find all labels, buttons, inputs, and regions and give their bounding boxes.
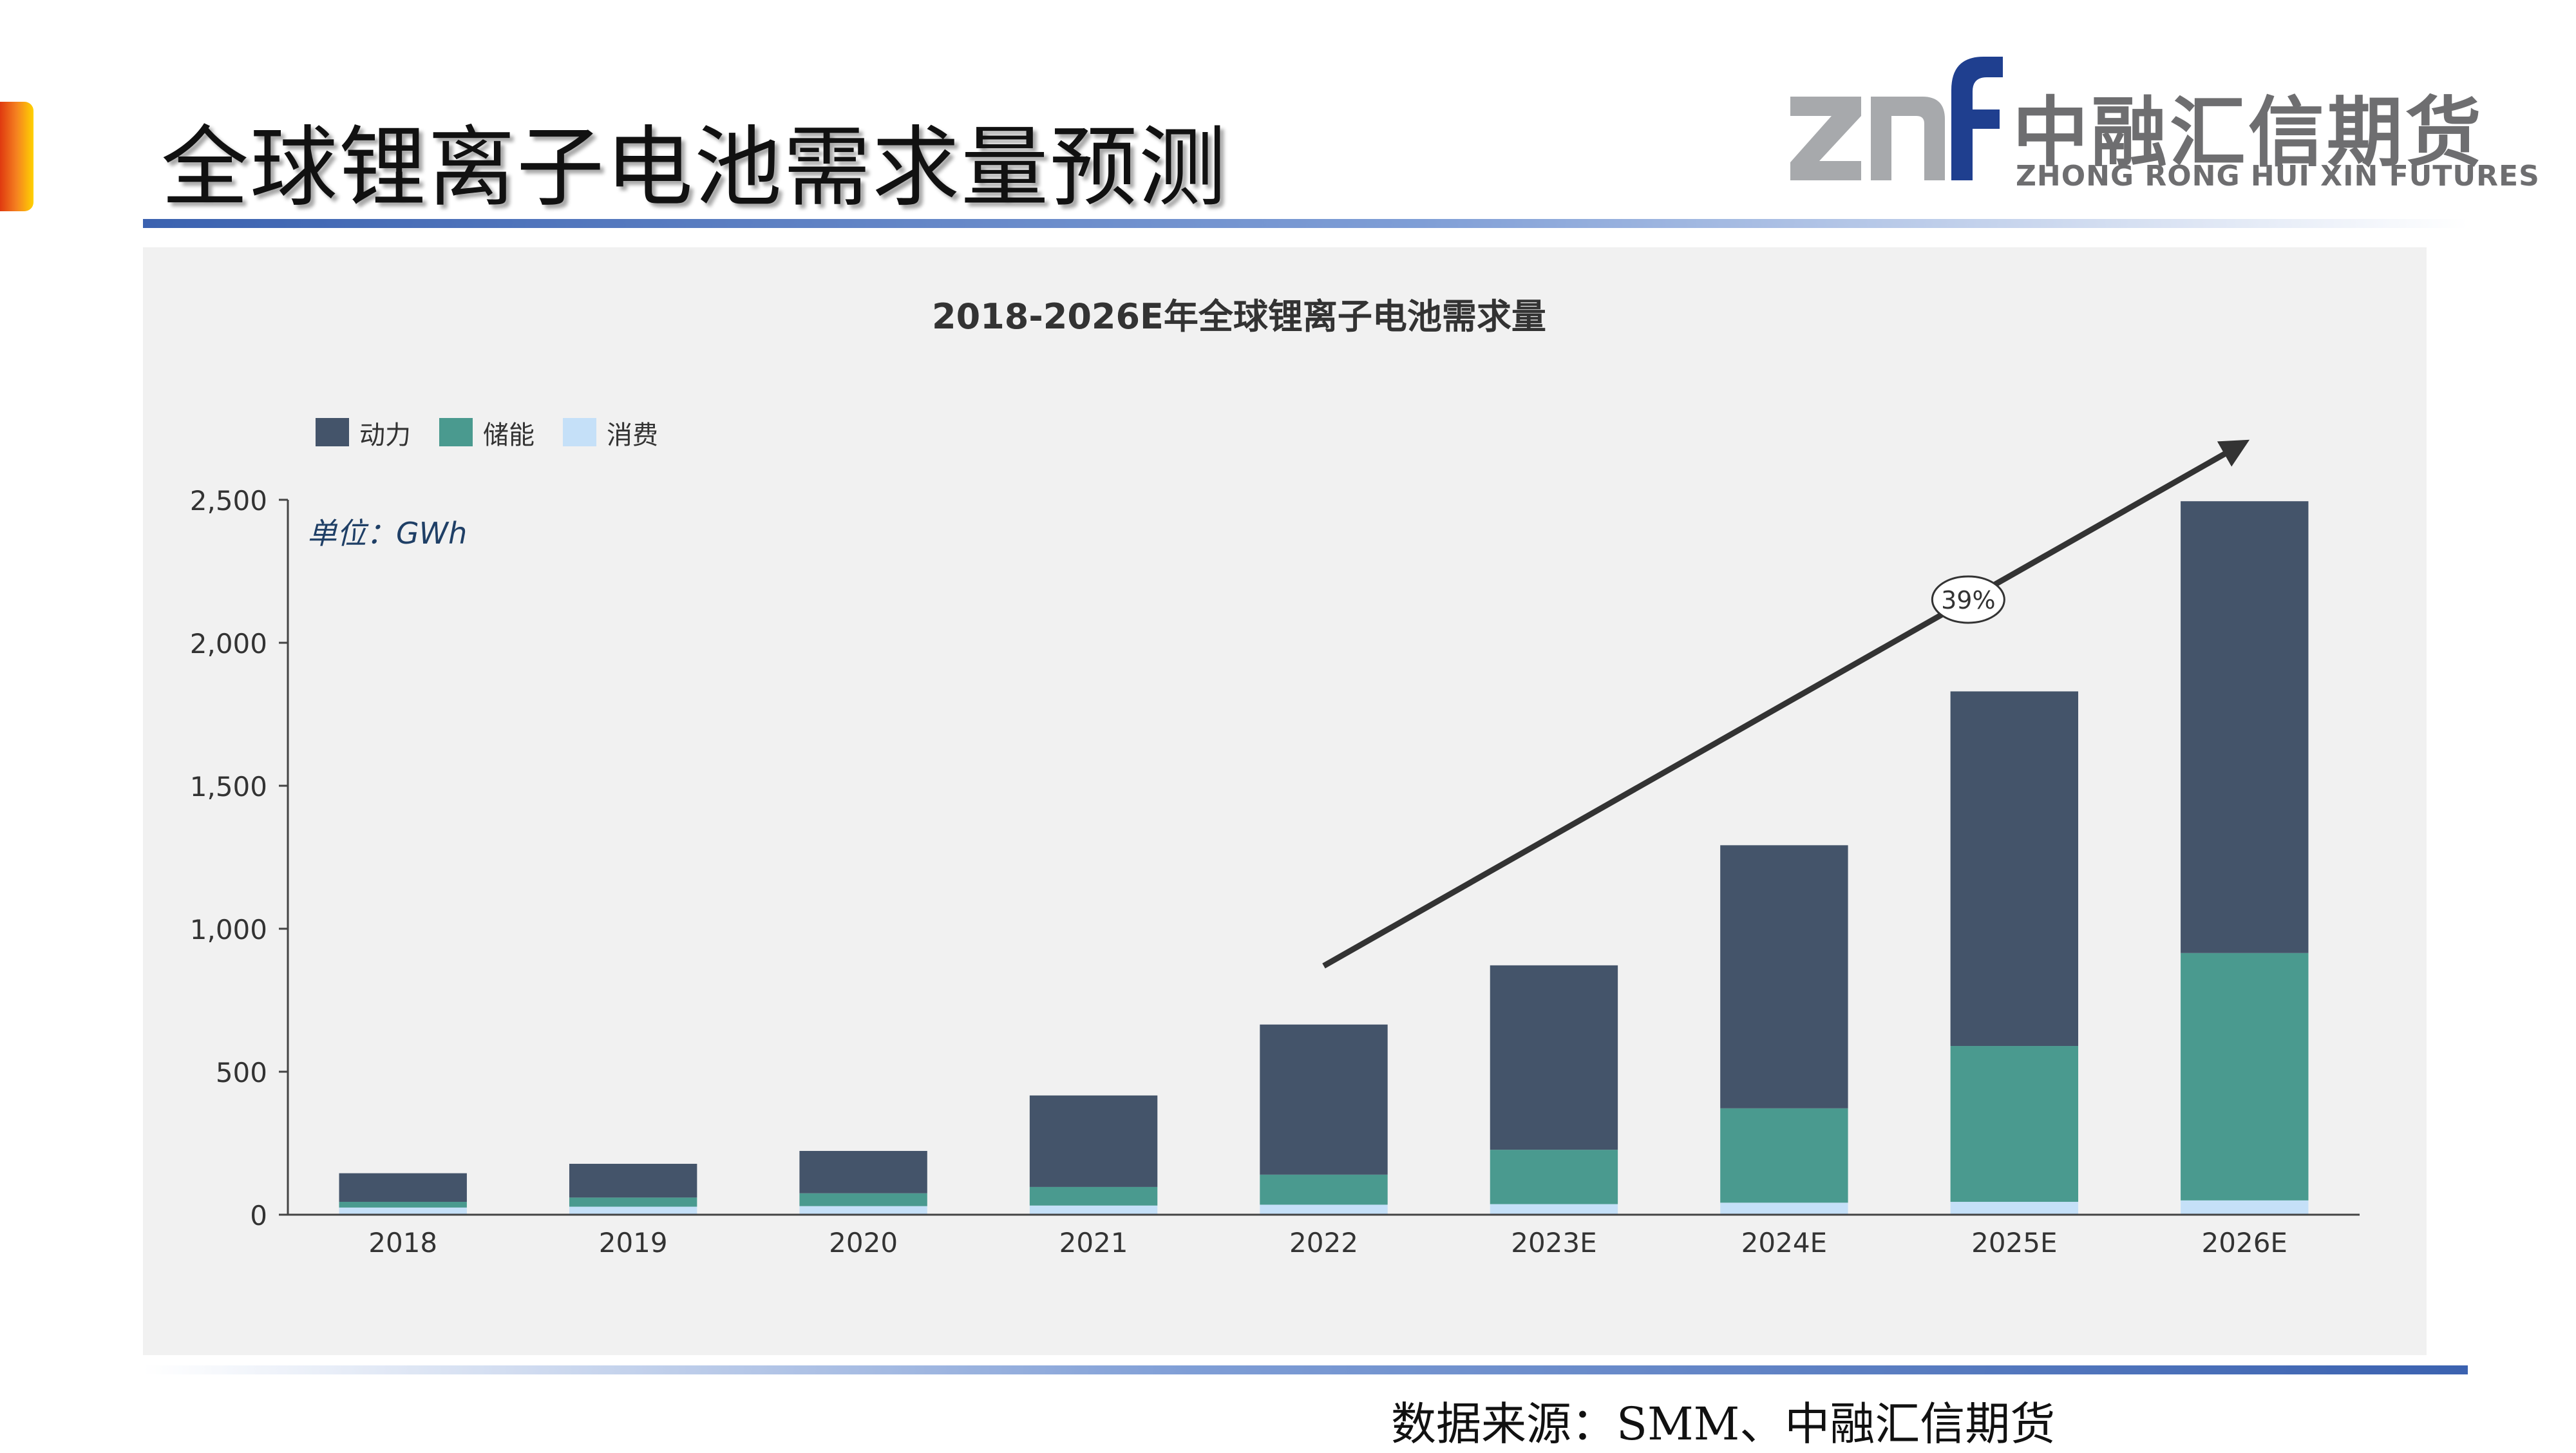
footer-rule — [143, 1365, 2468, 1374]
trend-arrow — [1322, 439, 2250, 969]
x-axis: 2018 2019 2020 2021 2022 2023E 2024E 2025E 2026E — [288, 1213, 2360, 1258]
cagr-label: 39% — [1941, 586, 1995, 614]
data-source: 数据来源：SMM、中融汇信期货 — [1391, 1398, 2056, 1450]
legend-swatch — [316, 418, 349, 446]
x-tick-label: 2021 — [1059, 1227, 1128, 1258]
bar-segment — [799, 1206, 927, 1215]
bar-segment — [339, 1207, 467, 1215]
bar-segment — [1490, 1150, 1618, 1204]
bar-segment — [1720, 1108, 1848, 1203]
bar-segment — [569, 1197, 697, 1207]
x-tick-label: 2020 — [829, 1227, 898, 1258]
bar-series — [339, 501, 2309, 1215]
y-tick-label: 0 — [250, 1200, 267, 1231]
growth-trend: 39% — [1322, 439, 2250, 969]
chart-panel: 2018-2026E年全球锂离子电池需求量 动力 储能 消费 单位：GWh 0 500… — [143, 247, 2427, 1355]
legend-label: 动力 — [359, 421, 411, 450]
bar-segment — [1720, 845, 1848, 1108]
bar-segment — [339, 1202, 467, 1208]
x-tick-label: 2026E — [2202, 1227, 2287, 1258]
accent-tab — [0, 102, 33, 211]
bar-segment — [1029, 1095, 1158, 1187]
y-tick-label: 1,500 — [190, 771, 267, 802]
bar-segment — [1950, 1046, 2079, 1202]
bar-segment — [1260, 1204, 1388, 1215]
x-tick-label: 2022 — [1289, 1227, 1358, 1258]
x-tick-label: 2024E — [1741, 1227, 1827, 1258]
company-logo: 中融汇信期货 ZHONG RONG HUI XIN FUTURES — [1790, 52, 2539, 206]
x-tick-label: 2018 — [368, 1227, 437, 1258]
y-tick-label: 2,500 — [190, 485, 267, 517]
chart-title: 2018-2026E年全球锂离子电池需求量 — [932, 296, 1546, 337]
y-tick-label: 500 — [216, 1057, 267, 1088]
y-tick-label: 2,000 — [190, 628, 267, 660]
bar-segment — [1029, 1186, 1158, 1206]
bar-segment — [1260, 1024, 1388, 1175]
legend-label: 消费 — [607, 421, 658, 450]
bar-segment — [1950, 691, 2079, 1047]
legend-swatch — [563, 418, 596, 446]
bar-segment — [1720, 1202, 1848, 1215]
bar-segment — [1490, 1204, 1618, 1215]
legend-swatch — [439, 418, 473, 446]
demand-chart: 2018-2026E年全球锂离子电池需求量 动力 储能 消费 单位：GWh 0 500… — [190, 296, 2360, 1258]
bar-segment — [339, 1173, 467, 1202]
bar-segment — [2181, 501, 2309, 953]
chart-legend: 动力 储能 消费 — [316, 418, 658, 450]
slide-title: 全球锂离子电池需求量预测 — [161, 117, 1227, 219]
bar-segment — [2181, 953, 2309, 1201]
unit-label: 单位：GWh — [307, 516, 467, 551]
znf-logo-mark — [1790, 57, 2003, 180]
y-tick-label: 1,000 — [190, 914, 267, 945]
bar-segment — [1260, 1174, 1388, 1205]
x-tick-label: 2019 — [599, 1227, 668, 1258]
cagr-badge — [1931, 575, 2005, 624]
y-axis: 0 500 1,000 1,500 2,000 2,500 — [190, 485, 289, 1231]
title-underline — [143, 219, 2468, 228]
bar-segment — [2181, 1200, 2309, 1215]
legend-label: 储能 — [483, 421, 535, 450]
logo-chinese-name: 中融汇信期货 — [2012, 88, 2485, 177]
bar-segment — [799, 1193, 927, 1206]
logo-english-name: ZHONG RONG HUI XIN FUTURES — [2016, 160, 2540, 193]
x-tick-label: 2023E — [1511, 1227, 1596, 1258]
bar-segment — [1950, 1202, 2079, 1215]
bar-segment — [569, 1163, 697, 1198]
bar-segment — [1029, 1205, 1158, 1215]
bar-segment — [569, 1206, 697, 1215]
bar-segment — [799, 1150, 927, 1193]
x-tick-label: 2025E — [1971, 1227, 2057, 1258]
bar-segment — [1490, 965, 1618, 1150]
